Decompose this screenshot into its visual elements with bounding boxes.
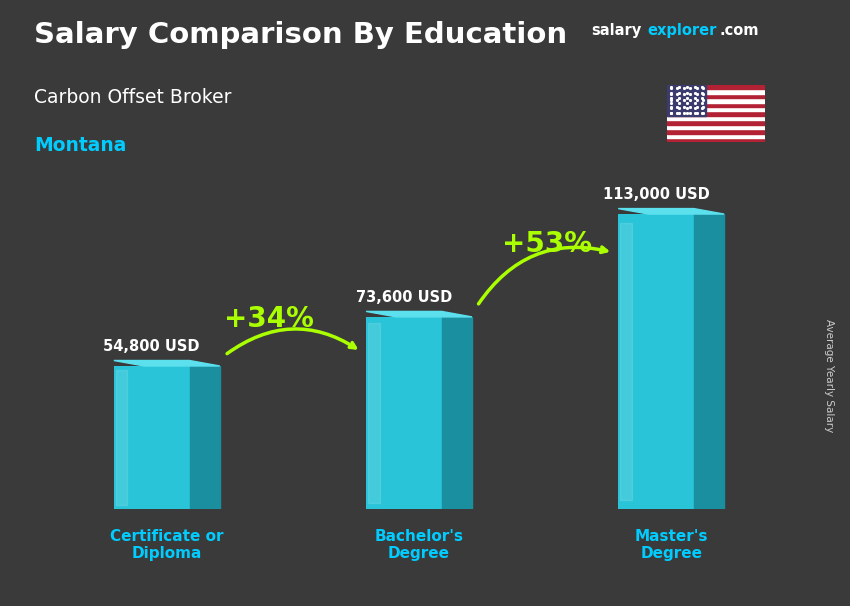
Text: Carbon Offset Broker: Carbon Offset Broker bbox=[34, 88, 231, 107]
Bar bbox=[667, 85, 765, 89]
FancyBboxPatch shape bbox=[114, 366, 190, 509]
Bar bbox=[667, 107, 765, 112]
Bar bbox=[667, 125, 765, 129]
Text: Certificate or
Diploma: Certificate or Diploma bbox=[110, 528, 224, 561]
Text: salary: salary bbox=[591, 23, 641, 38]
FancyBboxPatch shape bbox=[618, 214, 694, 509]
Text: explorer: explorer bbox=[648, 23, 717, 38]
Polygon shape bbox=[620, 223, 632, 500]
Bar bbox=[667, 102, 765, 107]
Bar bbox=[667, 94, 765, 98]
Bar bbox=[667, 133, 765, 138]
Polygon shape bbox=[618, 208, 724, 214]
Text: Montana: Montana bbox=[34, 136, 127, 155]
Polygon shape bbox=[442, 317, 472, 509]
Text: +34%: +34% bbox=[224, 305, 314, 333]
Bar bbox=[667, 85, 706, 116]
Polygon shape bbox=[694, 214, 724, 509]
Bar bbox=[667, 138, 765, 142]
FancyBboxPatch shape bbox=[366, 317, 442, 509]
Text: 113,000 USD: 113,000 USD bbox=[603, 187, 710, 202]
Polygon shape bbox=[190, 366, 220, 509]
Bar bbox=[667, 116, 765, 120]
Polygon shape bbox=[114, 361, 220, 366]
Polygon shape bbox=[116, 370, 128, 505]
Text: Average Yearly Salary: Average Yearly Salary bbox=[824, 319, 834, 432]
Bar bbox=[667, 89, 765, 94]
Bar bbox=[667, 112, 765, 116]
Polygon shape bbox=[368, 322, 380, 503]
Text: 54,800 USD: 54,800 USD bbox=[104, 339, 200, 354]
Bar bbox=[667, 129, 765, 133]
Text: Bachelor's
Degree: Bachelor's Degree bbox=[375, 528, 463, 561]
Text: +53%: +53% bbox=[502, 230, 592, 258]
Text: 73,600 USD: 73,600 USD bbox=[355, 290, 452, 305]
Polygon shape bbox=[366, 311, 472, 317]
Text: .com: .com bbox=[720, 23, 759, 38]
Bar bbox=[667, 98, 765, 102]
Text: Salary Comparison By Education: Salary Comparison By Education bbox=[34, 21, 567, 49]
Bar bbox=[667, 120, 765, 125]
Text: Master's
Degree: Master's Degree bbox=[634, 528, 708, 561]
